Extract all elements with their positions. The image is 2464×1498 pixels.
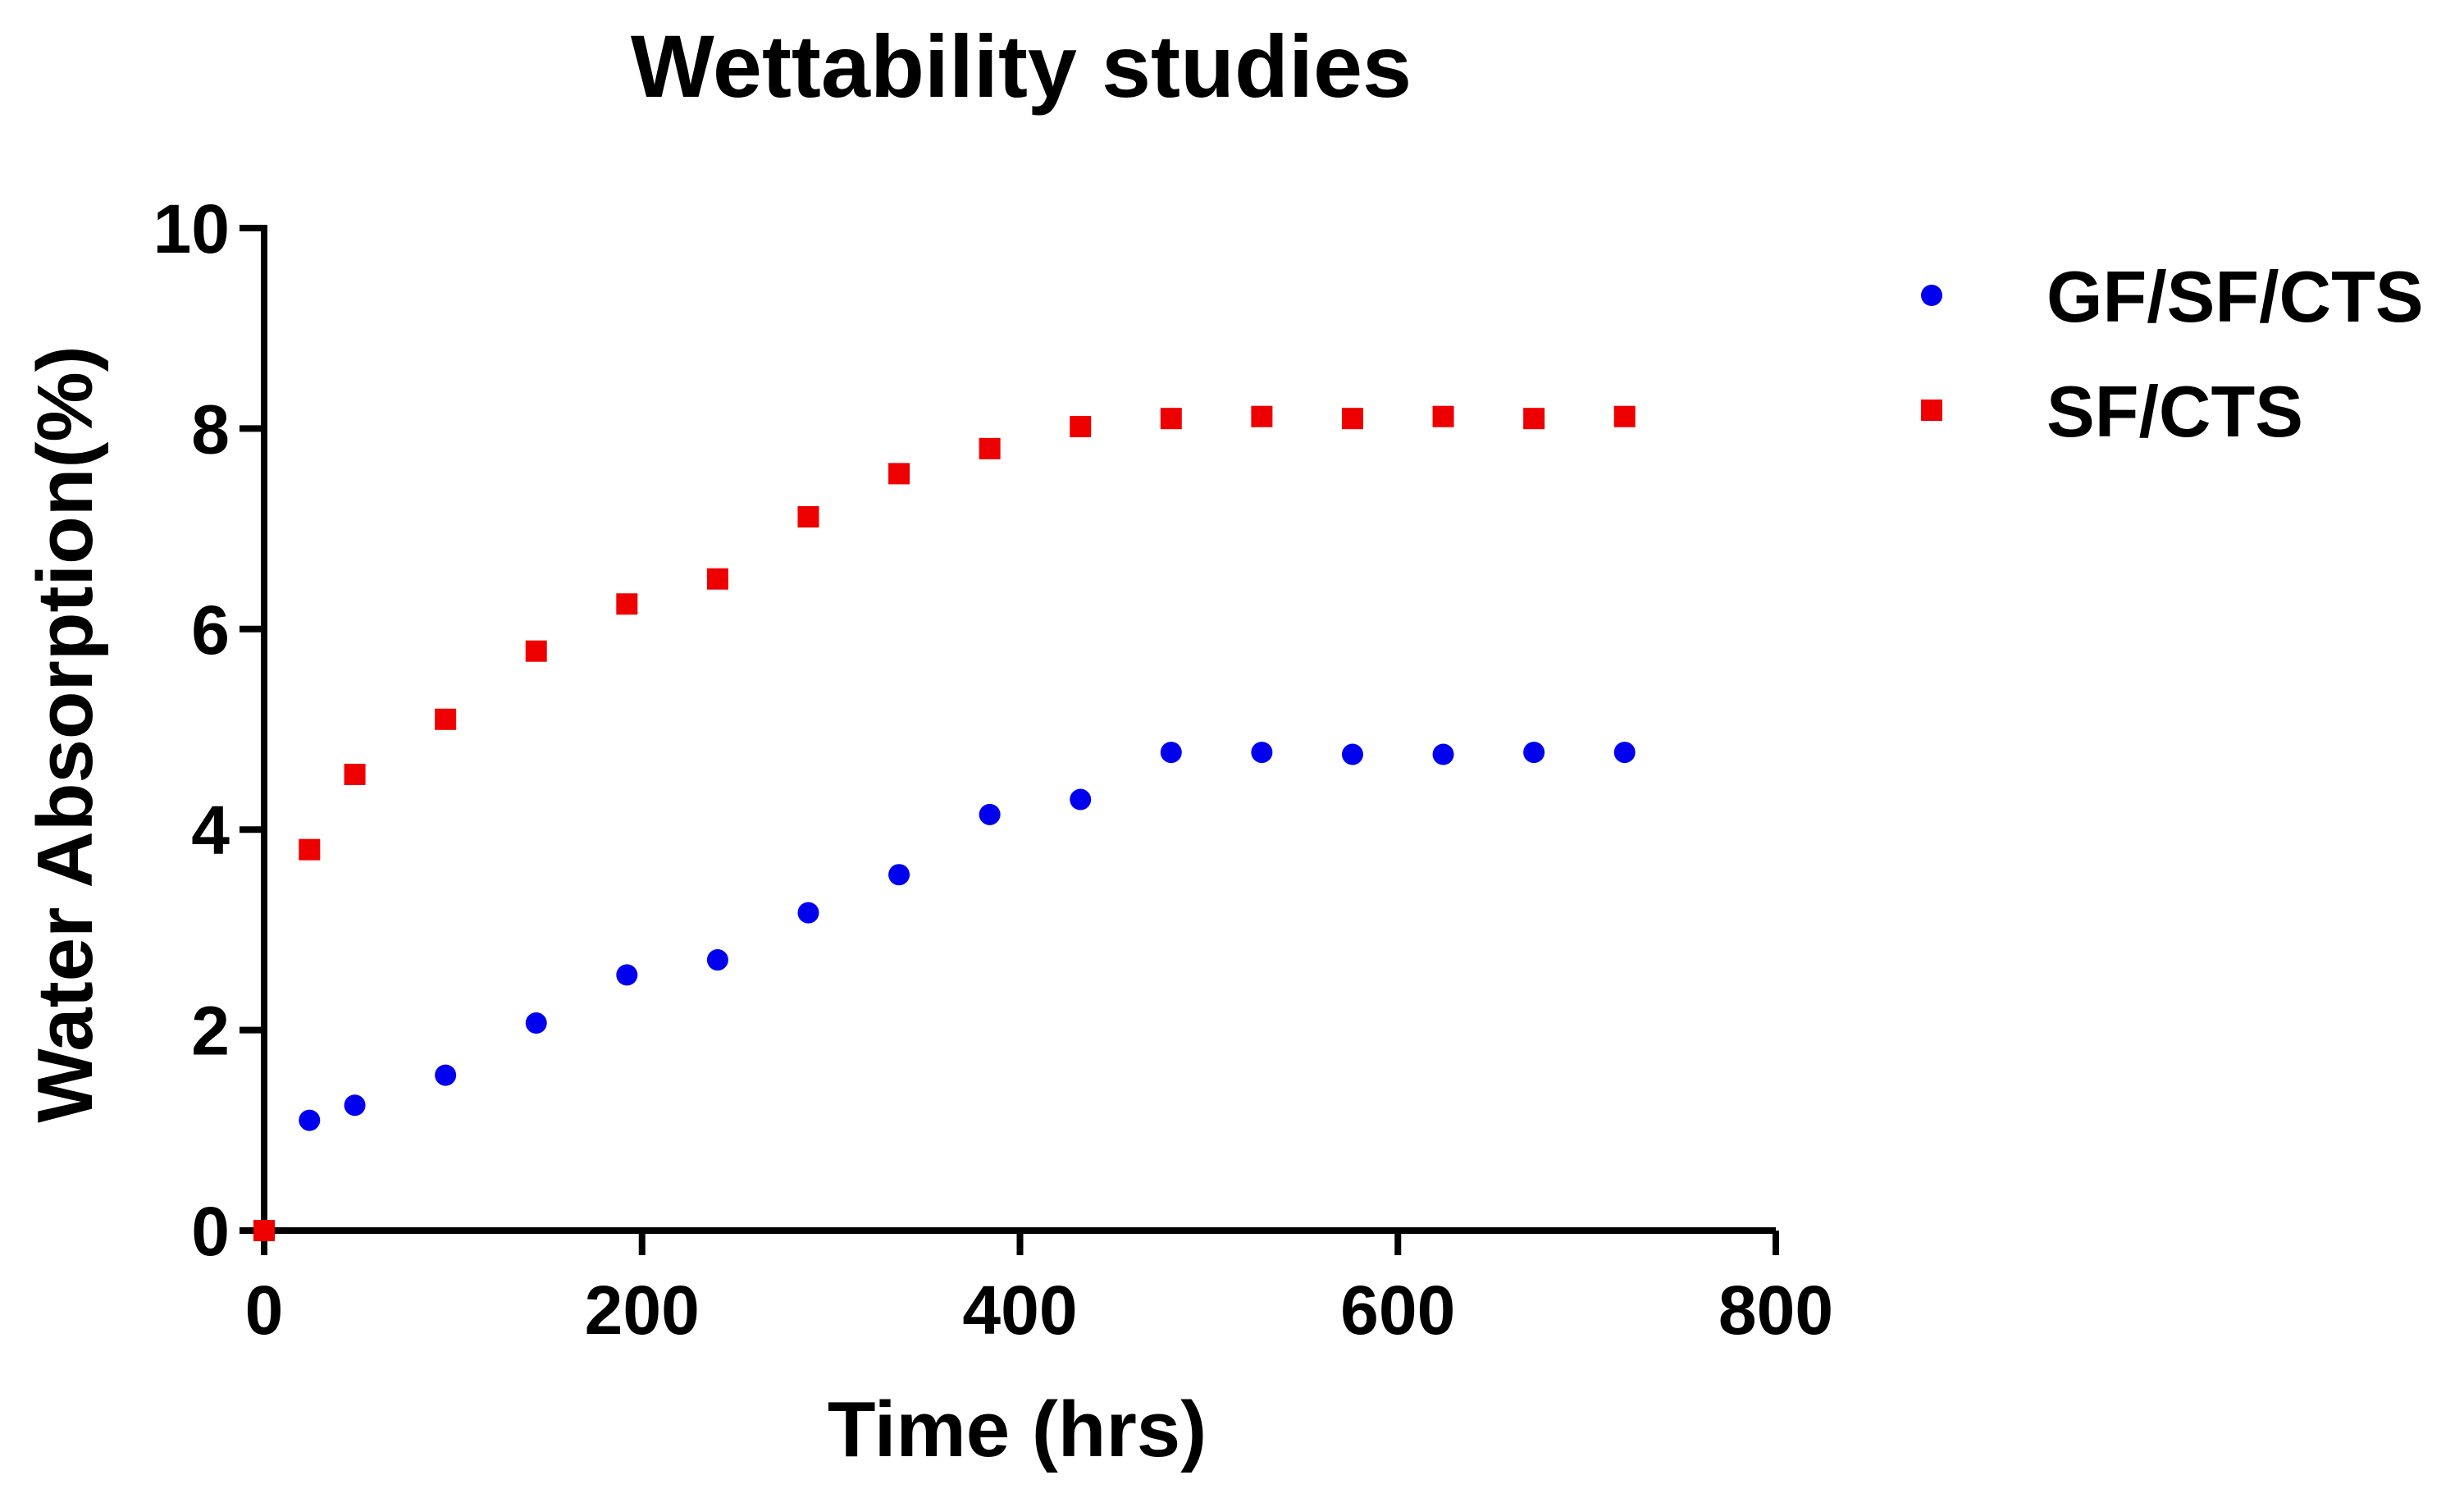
data-point-circle	[344, 1094, 366, 1117]
data-point-circle	[525, 1012, 547, 1034]
data-point-circle	[1070, 788, 1092, 811]
data-point-square	[344, 763, 366, 785]
data-point-circle	[1613, 742, 1636, 764]
y-tick-label: 0	[191, 1193, 230, 1270]
data-point-circle	[435, 1064, 457, 1086]
data-point-square	[1251, 405, 1273, 427]
x-tick-label: 0	[245, 1272, 284, 1349]
legend-label: SF/CTS	[2046, 371, 2303, 452]
x-tick-label: 800	[1718, 1272, 1833, 1349]
data-point-circle	[1251, 742, 1273, 764]
data-point-circle	[299, 1109, 321, 1131]
legend: GF/SF/CTS SF/CTS	[1921, 256, 2424, 452]
x-tick-label: 600	[1340, 1272, 1455, 1349]
data-point-square	[1613, 405, 1636, 427]
data-point-square	[525, 640, 547, 662]
y-tick-label: 4	[191, 792, 230, 869]
data-point-circle	[1160, 742, 1182, 764]
data-point-square	[435, 708, 457, 730]
chart-title: Wettability studies	[631, 16, 1412, 116]
data-point-square	[979, 437, 1001, 459]
data-point-circle	[1523, 742, 1545, 764]
y-axis-label: Water Absorption(%)	[21, 345, 109, 1122]
series-gf-sf-cts	[299, 742, 1636, 1131]
data-point-square	[706, 568, 728, 590]
data-point-square	[1070, 415, 1092, 437]
x-tick-label: 400	[962, 1272, 1077, 1349]
data-point-square	[253, 1220, 275, 1241]
data-point-square	[1341, 408, 1363, 430]
series-sf-cts	[253, 405, 1636, 1241]
data-point-circle	[888, 864, 910, 886]
data-point-square	[1432, 405, 1454, 427]
data-point-square	[888, 463, 910, 485]
plot-area: 0 200 400 600 800 0 2 4 6 8 10	[153, 190, 1834, 1349]
y-tick-label: 8	[191, 390, 230, 468]
x-tick-label: 200	[585, 1272, 700, 1349]
data-point-circle	[706, 949, 728, 971]
y-tick-label: 10	[153, 190, 230, 267]
legend-label: GF/SF/CTS	[2046, 256, 2424, 337]
data-point-circle	[1432, 743, 1454, 765]
data-point-circle	[1341, 743, 1363, 765]
data-point-square	[616, 593, 638, 615]
data-point-circle	[797, 902, 819, 924]
legend-marker-circle	[1921, 285, 1942, 306]
data-point-square	[299, 838, 321, 861]
legend-marker-square	[1921, 400, 1942, 421]
data-point-circle	[616, 964, 638, 986]
data-point-circle	[979, 803, 1001, 825]
legend-item: GF/SF/CTS	[1921, 256, 2424, 337]
data-point-square	[797, 505, 819, 527]
legend-item: SF/CTS	[1921, 371, 2303, 452]
x-axis-label: Time (hrs)	[828, 1386, 1207, 1473]
y-tick-label: 2	[191, 993, 230, 1070]
data-point-square	[1523, 408, 1545, 430]
y-tick-label: 6	[191, 591, 230, 669]
data-point-square	[1160, 408, 1182, 430]
